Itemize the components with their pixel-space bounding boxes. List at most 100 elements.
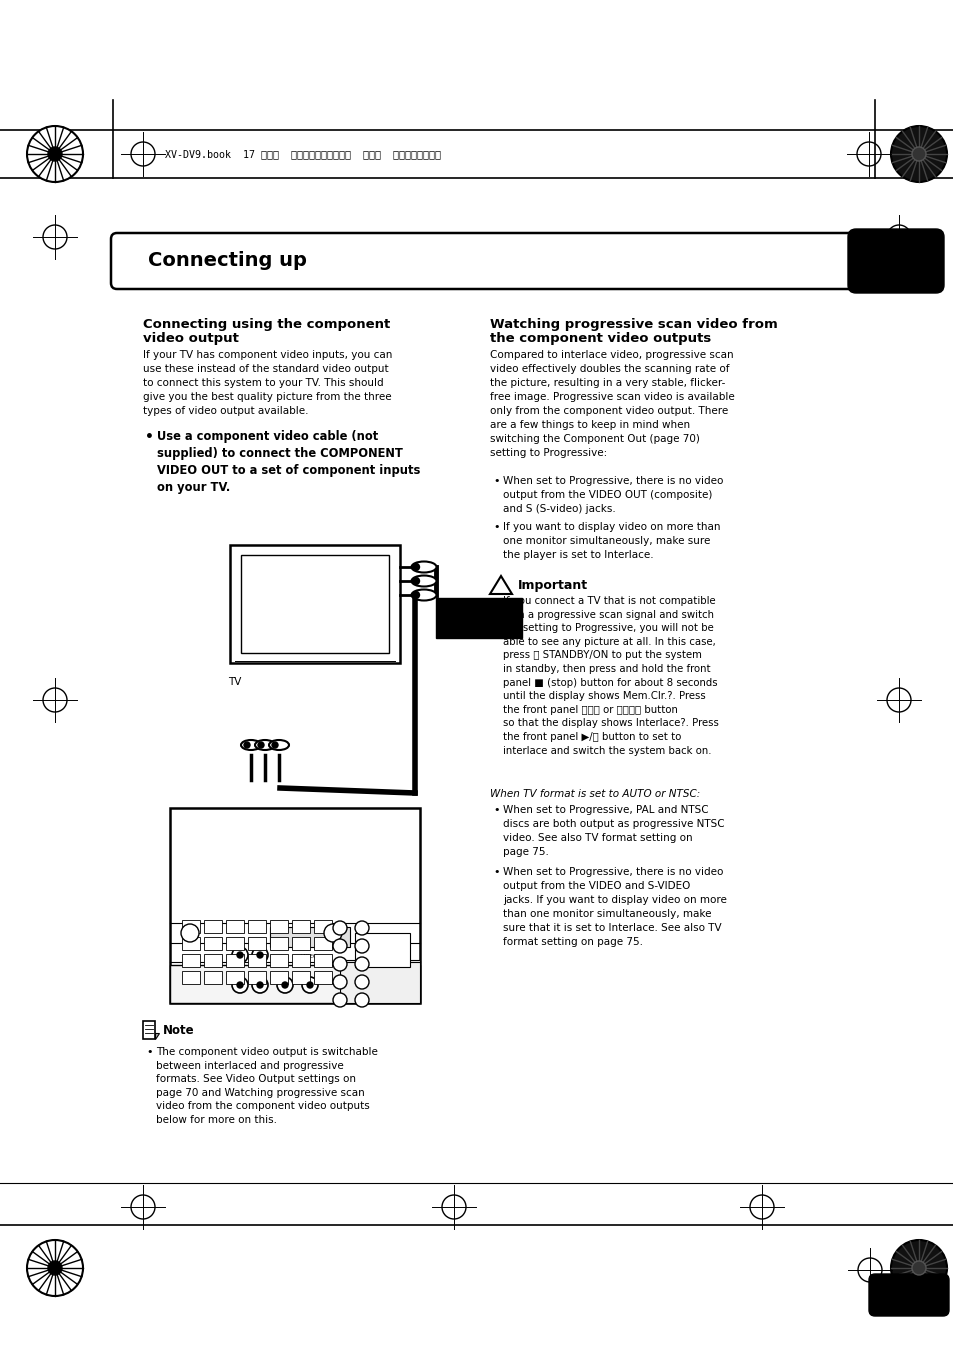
Circle shape <box>890 126 946 182</box>
Bar <box>248 971 266 984</box>
Bar <box>182 938 200 950</box>
Text: CONTROL: CONTROL <box>355 984 378 988</box>
Circle shape <box>181 924 199 942</box>
Text: +: + <box>324 925 332 935</box>
Circle shape <box>236 952 243 958</box>
Bar <box>314 920 332 934</box>
Circle shape <box>333 993 347 1006</box>
Circle shape <box>890 1240 946 1296</box>
Text: the component video outputs: the component video outputs <box>490 332 711 345</box>
Circle shape <box>333 957 347 971</box>
Bar <box>182 920 200 934</box>
Bar <box>226 954 244 967</box>
Bar <box>270 920 288 934</box>
Bar <box>241 555 389 653</box>
Text: When set to Progressive, there is no video
output from the VIDEO and S-VIDEO
jac: When set to Progressive, there is no vid… <box>502 867 726 947</box>
Circle shape <box>355 921 369 935</box>
Bar <box>226 938 244 950</box>
FancyBboxPatch shape <box>847 230 943 293</box>
Text: 17: 17 <box>896 1286 921 1304</box>
Bar <box>204 938 222 950</box>
Circle shape <box>355 957 369 971</box>
Text: The component video output is switchable
between interlaced and progressive
form: The component video output is switchable… <box>156 1047 377 1125</box>
Bar <box>248 938 266 950</box>
Text: En: En <box>902 1275 914 1285</box>
Text: !: ! <box>497 581 503 590</box>
Circle shape <box>244 742 250 748</box>
Circle shape <box>355 993 369 1006</box>
Polygon shape <box>154 1034 159 1039</box>
Text: When set to Progressive, PAL and NTSC
discs are both output as progressive NTSC
: When set to Progressive, PAL and NTSC di… <box>502 805 724 857</box>
FancyBboxPatch shape <box>436 598 521 638</box>
Text: •: • <box>493 596 499 607</box>
Circle shape <box>256 952 263 958</box>
Bar <box>314 938 332 950</box>
Text: VIDEO: VIDEO <box>301 954 318 958</box>
Bar <box>292 954 310 967</box>
Text: •: • <box>493 805 499 815</box>
Text: •: • <box>146 1047 152 1056</box>
Circle shape <box>232 977 248 993</box>
Text: •: • <box>493 867 499 877</box>
Text: Important: Important <box>517 578 587 592</box>
Circle shape <box>333 921 347 935</box>
Circle shape <box>27 1240 83 1296</box>
Text: VIDEO OUT: VIDEO OUT <box>174 993 205 998</box>
Circle shape <box>257 742 264 748</box>
Circle shape <box>236 982 243 988</box>
Circle shape <box>48 1260 62 1275</box>
Circle shape <box>302 977 317 993</box>
Text: •: • <box>493 521 499 532</box>
Text: COMPONENT: COMPONENT <box>174 985 210 990</box>
FancyBboxPatch shape <box>111 232 872 289</box>
Text: video output: video output <box>143 332 238 345</box>
Text: If you connect a TV that is not compatible
with a progressive scan signal and sw: If you connect a TV that is not compatib… <box>502 596 719 755</box>
Text: When TV format is set to AUTO or NTSC:: When TV format is set to AUTO or NTSC: <box>490 789 700 798</box>
Circle shape <box>256 982 263 988</box>
Text: XV-DV9.book  17 ページ  ２００４年２月２０日  金曜日  午前１１晎４２分: XV-DV9.book 17 ページ ２００４年２月２０日 金曜日 午前１１晎４… <box>165 149 440 159</box>
Bar <box>292 920 310 934</box>
Bar <box>270 938 288 950</box>
Circle shape <box>27 126 83 182</box>
Bar <box>355 934 410 967</box>
Bar <box>204 920 222 934</box>
Text: Watching progressive scan video from: Watching progressive scan video from <box>490 317 777 331</box>
Bar <box>170 808 419 1002</box>
Text: Compared to interlace video, progressive scan
video effectively doubles the scan: Compared to interlace video, progressive… <box>490 350 734 458</box>
Bar <box>270 971 288 984</box>
Text: Connecting up: Connecting up <box>148 251 307 270</box>
Text: COMPONENT
INPUT: COMPONENT INPUT <box>441 607 516 630</box>
Text: Connecting using the component: Connecting using the component <box>143 317 390 331</box>
Circle shape <box>911 147 925 161</box>
Bar <box>143 1021 154 1039</box>
Polygon shape <box>339 961 419 1002</box>
Circle shape <box>48 147 62 161</box>
Circle shape <box>333 939 347 952</box>
Text: VIDEO
OUT: VIDEO OUT <box>330 984 345 994</box>
Ellipse shape <box>254 740 274 750</box>
Circle shape <box>324 924 341 942</box>
Bar <box>226 920 244 934</box>
Circle shape <box>412 563 419 570</box>
Text: If you want to display video on more than
one monitor simultaneously, make sure
: If you want to display video on more tha… <box>502 521 720 561</box>
Ellipse shape <box>411 562 436 573</box>
Bar <box>292 938 310 950</box>
Text: When set to Progressive, there is no video
output from the VIDEO OUT (composite): When set to Progressive, there is no vid… <box>502 476 722 513</box>
Text: 02: 02 <box>880 251 910 272</box>
Bar <box>170 965 419 1002</box>
Ellipse shape <box>241 740 261 750</box>
Circle shape <box>355 975 369 989</box>
Text: TV: TV <box>228 677 241 688</box>
Bar <box>230 544 399 663</box>
Circle shape <box>911 1260 925 1275</box>
Text: •: • <box>145 430 153 444</box>
Bar <box>248 920 266 934</box>
Bar <box>292 971 310 984</box>
Ellipse shape <box>411 576 436 586</box>
Bar <box>270 927 350 947</box>
Text: Use a component video cable (not
supplied) to connect the COMPONENT
VIDEO OUT to: Use a component video cable (not supplie… <box>157 430 420 494</box>
Bar <box>204 954 222 967</box>
Circle shape <box>232 947 248 963</box>
Bar <box>182 954 200 967</box>
Circle shape <box>412 577 419 585</box>
